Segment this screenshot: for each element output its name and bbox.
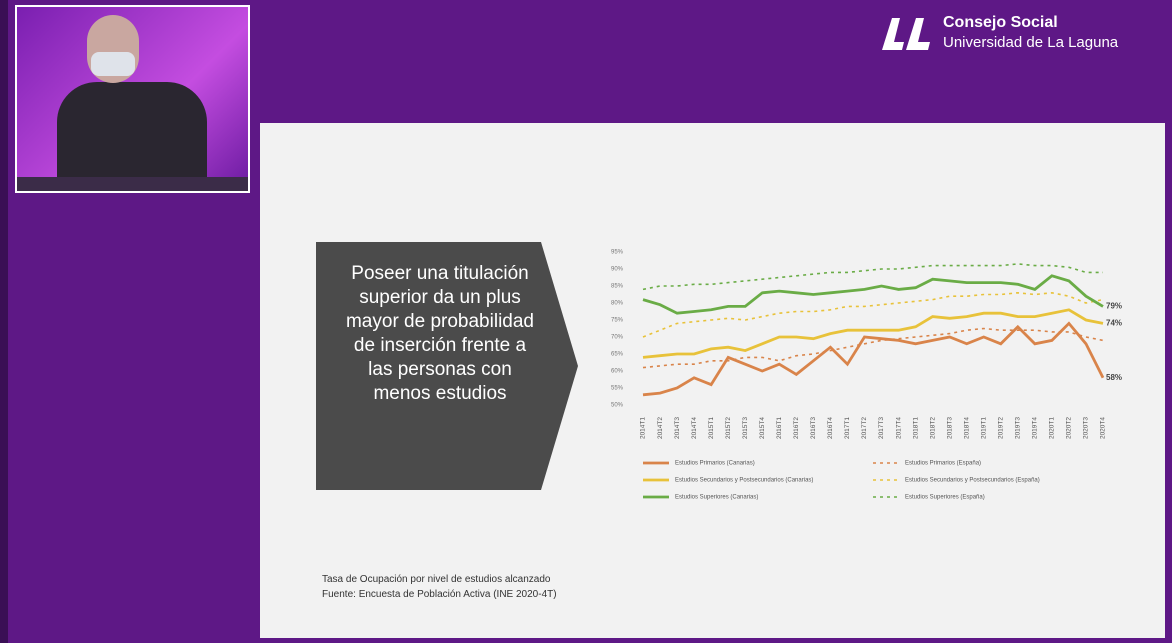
data-label: 58% [1106,373,1122,382]
logo [880,14,934,52]
x-tick-label: 2015T4 [759,417,766,439]
callout-text: Poseer una titulación superior da un plu… [340,262,540,406]
sidebar [0,0,8,643]
x-tick-label: 2016T4 [827,417,834,439]
data-label: 79% [1106,302,1122,311]
x-tick-label: 2018T3 [946,417,953,439]
x-tick-label: 2020T4 [1100,417,1107,439]
x-tick-label: 2020T3 [1083,417,1090,439]
series-line [643,276,1103,313]
x-tick-label: 2016T3 [810,417,817,439]
y-tick-label: 70% [611,335,624,341]
caption-line: Tasa de Ocupación por nivel de estudios … [322,574,550,585]
legend-label: Estudios Primarios (España) [905,461,981,467]
x-tick-label: 2019T4 [1032,417,1039,439]
y-tick-label: 95% [611,250,624,256]
video-thumbnail [15,5,250,193]
series-line [643,323,1103,394]
legend-label: Estudios Superiores (España) [905,495,985,501]
series-line [643,310,1103,358]
x-tick-label: 2019T3 [1015,417,1022,439]
screen: Consejo Social Universidad de La Laguna … [0,0,1172,643]
x-tick-label: 2018T4 [963,417,970,439]
x-tick-label: 2014T1 [640,417,647,439]
x-tick-label: 2020T1 [1049,417,1056,439]
caption-line: Fuente: Encuesta de Población Activa (IN… [322,589,557,600]
y-tick-label: 85% [611,284,624,290]
logo-mark [882,18,930,50]
x-tick-label: 2019T1 [980,417,987,439]
y-tick-label: 65% [611,352,624,358]
y-tick-label: 50% [611,403,624,409]
x-tick-label: 2020T2 [1066,417,1073,439]
y-tick-label: 80% [611,301,624,307]
x-tick-label: 2014T4 [691,417,698,439]
y-tick-label: 90% [611,267,624,273]
university-name: Universidad de La Laguna [943,34,1118,51]
x-tick-label: 2017T4 [895,417,902,439]
speaker-mask [91,52,135,76]
x-tick-label: 2017T1 [844,417,851,439]
legend-label: Estudios Primarios (Canarias) [675,461,755,467]
desk [17,177,248,191]
x-tick-label: 2018T2 [929,417,936,439]
chart: 50% 55% 60% 65% 70% 75% 80% 85% 90% 95% 2014T1 2014… [600,240,1140,520]
x-tick-label: 2016T2 [793,417,800,439]
y-tick-label: 60% [611,369,624,375]
org-name: Consejo Social [943,14,1058,32]
x-tick-label: 2017T3 [878,417,885,439]
legend-label: Estudios Superiores (Canarias) [675,495,758,501]
x-tick-label: 2017T2 [861,417,868,439]
x-tick-label: 2015T3 [742,417,749,439]
x-tick-label: 2015T2 [725,417,732,439]
x-tick-label: 2018T1 [912,417,919,439]
x-tick-label: 2014T3 [674,417,681,439]
data-label: 74% [1106,319,1122,328]
x-tick-label: 2016T1 [776,417,783,439]
y-tick-label: 75% [611,318,624,324]
legend-label: Estudios Secundarios y Postsecundarios (… [675,478,813,484]
x-tick-label: 2015T1 [708,417,715,439]
y-tick-label: 55% [611,386,624,392]
legend-label: Estudios Secundarios y Postsecundarios (… [905,478,1040,484]
series-line [643,264,1103,290]
x-tick-label: 2014T2 [657,417,664,439]
x-tick-label: 2019T2 [997,417,1004,439]
